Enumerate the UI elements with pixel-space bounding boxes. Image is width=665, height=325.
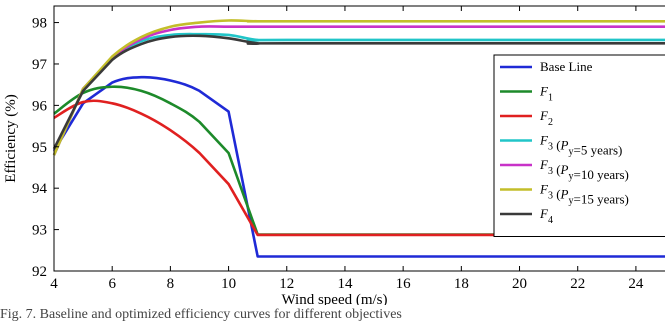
x-tick-label: 8 — [167, 276, 175, 292]
x-tick-label: 14 — [337, 276, 353, 292]
y-axis-label: Efficiency (%) — [3, 94, 19, 182]
legend-label-1: Base Line — [540, 59, 593, 74]
x-tick-label: 12 — [279, 276, 294, 292]
y-tick-label: 96 — [32, 98, 48, 114]
series-line-1 — [52, 75, 665, 258]
y-tick-label: 97 — [32, 57, 48, 73]
legend-label-6: F3 (Py=15 years) — [539, 182, 629, 207]
y-tick-label: 98 — [32, 16, 47, 32]
x-tick-label: 16 — [396, 276, 412, 292]
y-tick-label: 94 — [32, 181, 48, 197]
legend-label-5: F3 (Py=10 years) — [539, 157, 629, 182]
legend-label-4: F3 (Py=5 years) — [539, 133, 622, 158]
x-tick-label: 18 — [454, 276, 469, 292]
plot-frame — [53, 5, 665, 272]
x-axis-ticks: 4 6 8 10 12 14 16 18 20 22 24 — [50, 6, 644, 292]
x-tick-label: 10 — [221, 276, 236, 292]
chart-svg: 4 6 8 10 12 14 16 18 20 22 24 92 93 94 95 96 97 98 Wind … — [3, 5, 665, 305]
x-tick-label: 6 — [108, 276, 116, 292]
x-tick-label: 22 — [570, 276, 585, 292]
y-tick-label: 93 — [32, 223, 47, 239]
efficiency-chart: 4 6 8 10 12 14 16 18 20 22 24 92 93 94 95 96 97 98 Wind … — [3, 5, 665, 305]
x-tick-label: 4 — [50, 276, 58, 292]
series-line-3 — [53, 99, 665, 237]
legend: Base Line F1 F2 F3 (Py=5 years)F3 (Py=10 ye… — [493, 54, 665, 237]
series-line-4 — [52, 32, 665, 156]
legend-label-7: F4 — [539, 206, 553, 226]
x-tick-label: 20 — [512, 276, 527, 292]
y-tick-label: 95 — [32, 140, 47, 156]
series-line-5 — [52, 25, 665, 156]
legend-label-2: F1 — [539, 84, 553, 104]
figure-caption: Fig. 7. Baseline and optimized efficienc… — [0, 307, 402, 322]
series-line-7 — [52, 34, 665, 150]
y-axis-ticks: 92 93 94 95 96 97 98 — [32, 16, 59, 280]
x-axis-label: Wind speed (m/s) — [281, 292, 387, 305]
legend-box — [493, 54, 665, 237]
y-tick-label: 92 — [32, 264, 47, 280]
plot-lines — [52, 19, 665, 258]
x-tick-label: 24 — [628, 276, 644, 292]
series-line-6 — [52, 19, 665, 156]
legend-label-3: F2 — [539, 108, 553, 128]
